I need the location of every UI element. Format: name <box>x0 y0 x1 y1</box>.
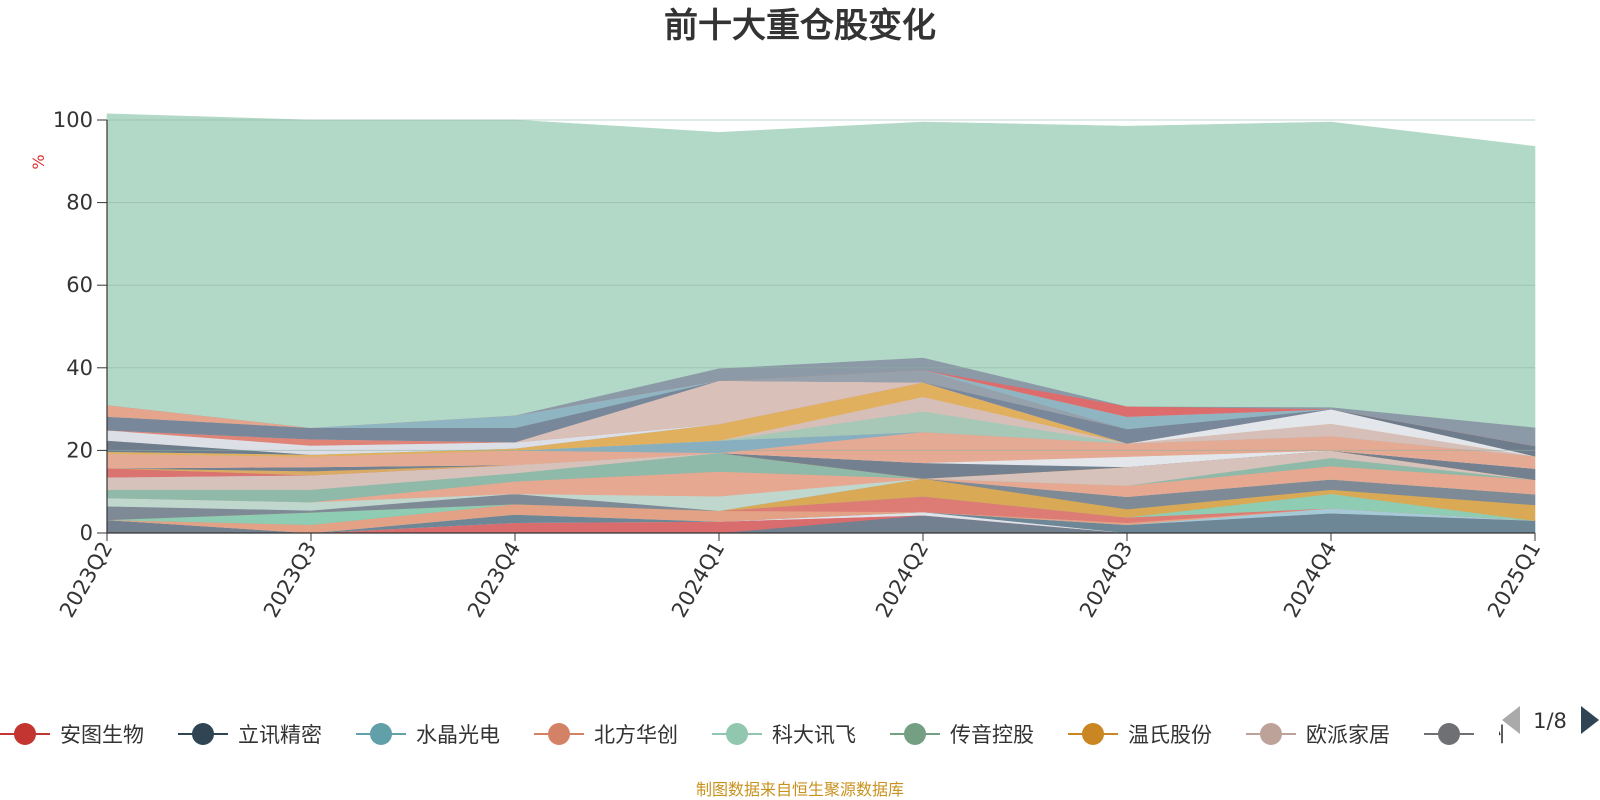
legend-item[interactable]: 水晶光电 <box>356 723 500 747</box>
x-tick-label: 2024Q2 <box>871 538 933 622</box>
legend-item[interactable]: 欧派家居 <box>1246 723 1390 747</box>
axes <box>106 120 1535 534</box>
legend-item[interactable]: 安图生物 <box>0 723 144 747</box>
legend-item[interactable]: 北方华创 <box>534 723 678 747</box>
legend-item[interactable]: 温氏股份 <box>1068 723 1212 747</box>
x-tick-label: 2023Q4 <box>463 538 525 622</box>
legend-label: 温氏股份 <box>1128 723 1212 747</box>
legend-marker-icon <box>904 723 926 745</box>
x-tick-label: 2024Q3 <box>1075 538 1137 622</box>
x-tick-label: 2025Q1 <box>1483 538 1545 622</box>
legend-label: 科大讯飞 <box>772 723 856 747</box>
y-axis-ticks: 0 20 40 60 80 100 <box>53 108 107 545</box>
legend-marker-icon <box>548 723 570 745</box>
y-tick-label: 60 <box>66 273 93 297</box>
y-tick-label: 0 <box>80 521 93 545</box>
x-axis-ticks: 2023Q2 2023Q3 2023Q4 2024Q1 2024Q2 2024Q3 2024… <box>55 533 1545 622</box>
source-note: 制图数据来自恒生聚源数据库 <box>696 780 904 799</box>
legend-prev-page-icon[interactable] <box>1502 706 1520 734</box>
y-tick-label: 80 <box>66 191 93 215</box>
legend-label: 安图生物 <box>60 723 144 747</box>
y-tick-label: 20 <box>66 438 93 462</box>
legend-marker-icon <box>1438 723 1460 745</box>
legend-label: 欧派家居 <box>1306 723 1390 747</box>
legend[interactable]: 安图生物立讯精密水晶光电北方华创科大讯飞传音控股温氏股份欧派家居州 <box>0 708 1505 748</box>
x-tick-label: 2024Q4 <box>1279 538 1341 622</box>
legend-page-indicator: 1/8 <box>1533 709 1567 733</box>
area-series-34 <box>106 113 1536 428</box>
legend-clip-mask <box>1483 708 1499 748</box>
legend-marker-icon <box>726 723 748 745</box>
legend-marker-icon <box>370 723 392 745</box>
legend-marker-icon <box>1260 723 1282 745</box>
x-tick-label: 2023Q2 <box>55 538 117 622</box>
legend-label: 传音控股 <box>950 723 1034 747</box>
legend-label: 水晶光电 <box>416 723 500 747</box>
legend-pager: 1/8 <box>1502 706 1599 734</box>
y-tick-label: 100 <box>53 108 93 132</box>
legend-item[interactable]: 立讯精密 <box>178 723 322 747</box>
stacked-areas <box>106 113 1536 534</box>
y-tick-label: 40 <box>66 356 93 380</box>
chart-title: 前十大重仓股变化 <box>664 6 936 46</box>
legend-marker-icon <box>14 723 36 745</box>
gridlines <box>107 119 1535 451</box>
legend-next-page-icon[interactable] <box>1581 706 1599 734</box>
legend-marker-icon <box>1082 723 1104 745</box>
legend-label: 北方华创 <box>594 723 678 747</box>
legend-item[interactable]: 传音控股 <box>890 723 1034 747</box>
x-tick-label: 2024Q1 <box>667 538 729 622</box>
legend-marker-icon <box>192 723 214 745</box>
legend-item[interactable]: 科大讯飞 <box>712 723 856 747</box>
legend-label: 立讯精密 <box>238 723 322 747</box>
y-axis-label: % <box>29 154 48 169</box>
x-tick-label: 2023Q3 <box>259 538 321 622</box>
